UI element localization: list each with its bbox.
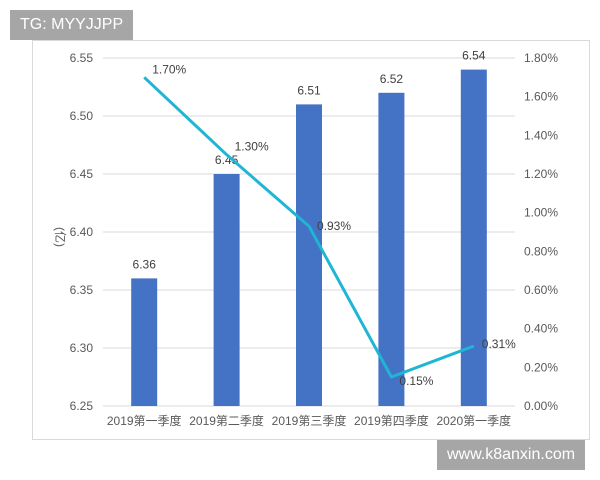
line-value-label: 1.30% (235, 140, 269, 154)
x-tick-label: 2019第二季度 (189, 413, 264, 428)
y2-tick-label: 0.80% (524, 244, 558, 258)
line-value-label: 1.70% (152, 62, 186, 76)
bar-value-label: 6.45 (215, 153, 239, 167)
bar (296, 104, 322, 407)
y-tick-label: 6.30 (70, 341, 94, 355)
y-tick-label: 6.55 (70, 51, 94, 65)
bar (213, 174, 240, 406)
chart-frame: 6.25 6.30 6.35 6.40 6.45 6.50 6.55 0.00% 0.20% 0.… (32, 40, 590, 440)
line-value-label: 0.31% (482, 337, 516, 351)
bar-value-label: 6.52 (380, 72, 404, 86)
bar-value-label: 6.51 (297, 83, 321, 97)
watermark-top: TG: MYYJJPP (10, 10, 134, 40)
bar (460, 69, 487, 406)
bar (378, 92, 405, 407)
y2-tick-label: 0.20% (524, 360, 558, 374)
y-tick-label: 6.50 (70, 109, 94, 123)
bar (131, 278, 158, 406)
y2-tick-label: 1.40% (524, 128, 558, 142)
y2-tick-label: 1.60% (524, 90, 558, 104)
y2-tick-label: 0.40% (524, 322, 558, 336)
x-tick-label: 2019第三季度 (272, 413, 347, 428)
x-tick-label: 2019第四季度 (354, 413, 429, 428)
y2-tick-label: 0.00% (524, 399, 558, 413)
bar-value-label: 6.54 (462, 49, 486, 63)
y2-tick-label: 1.80% (524, 51, 558, 65)
x-tick-label: 2019第一季度 (107, 413, 182, 428)
line-series (143, 76, 475, 379)
y-tick-label: 6.45 (70, 167, 94, 181)
x-tick-label: 2020第一季度 (436, 413, 511, 428)
bar-value-label: 6.36 (133, 257, 157, 271)
y2-tick-label: 0.60% (524, 283, 558, 297)
y-axis-label: (亿) (53, 227, 68, 247)
y2-tick-label: 1.20% (524, 167, 558, 181)
y2-tick-label: 1.00% (524, 206, 558, 220)
watermark-bottom: www.k8anxin.com (437, 440, 586, 470)
y-tick-label: 6.25 (70, 399, 94, 413)
line-value-label: 0.15% (399, 374, 433, 388)
line-value-label: 0.93% (317, 219, 351, 233)
combo-chart: 6.25 6.30 6.35 6.40 6.45 6.50 6.55 0.00% 0.20% 0.… (53, 49, 558, 428)
y-tick-label: 6.40 (70, 225, 94, 239)
y-tick-label: 6.35 (70, 283, 94, 297)
